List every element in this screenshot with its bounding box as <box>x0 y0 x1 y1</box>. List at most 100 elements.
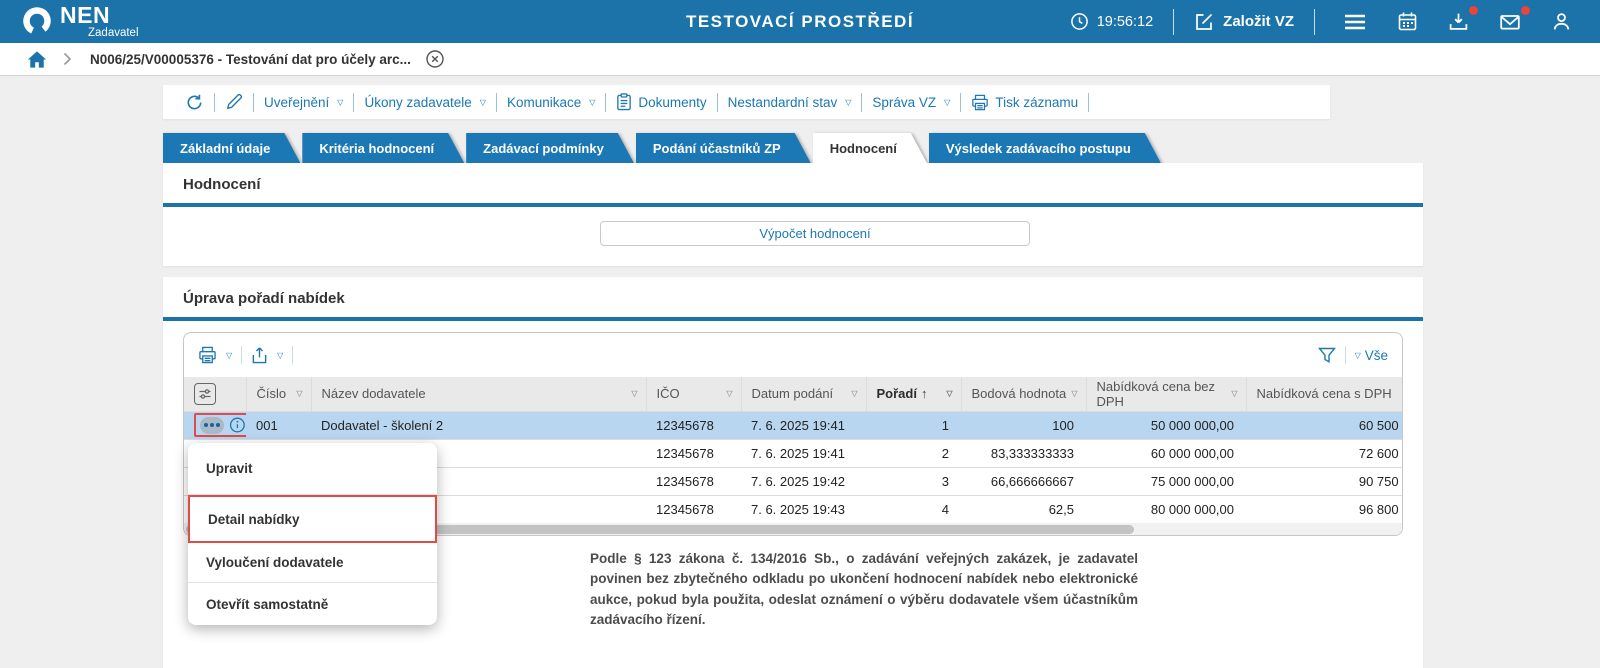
sort-asc-icon: ↑ <box>920 386 928 402</box>
caret-down-icon: ▽ <box>226 350 233 360</box>
filter-caret-icon[interactable]: ▽ <box>726 389 733 399</box>
caret-down-icon: ▽ <box>479 97 486 107</box>
section-title: Hodnocení <box>183 176 261 193</box>
header-divider <box>1173 8 1175 35</box>
section-rule <box>163 203 1423 207</box>
horizontal-scrollbar[interactable] <box>184 523 1402 535</box>
cell-ico: 12345678 <box>646 438 741 467</box>
filter-funnel-icon[interactable] <box>1317 347 1336 364</box>
tab-vysledek[interactable]: Výsledek zadávacího postupu <box>929 133 1161 163</box>
cell-datum: 7. 6. 2025 19:42 <box>741 466 866 495</box>
col-ico[interactable]: IČO ▽ <box>645 377 741 411</box>
chevron-right-icon <box>63 52 72 66</box>
filter-caret-icon[interactable]: ▽ <box>851 389 858 399</box>
toolbar-divider <box>495 92 497 112</box>
table-row[interactable]: 001 Dodavatel - školení 2 12345678 7. 6.… <box>184 410 1402 439</box>
col-cena-bez-dph[interactable]: Nabídková cena bez DPH ▽ <box>1085 377 1246 411</box>
filter-caret-icon[interactable]: ▽ <box>296 389 303 399</box>
environment-title: TESTOVACÍ PROSTŘEDÍ <box>685 11 915 31</box>
row-context-menu: Upravit Detail nabídky Vyloučení dodavat… <box>188 443 437 625</box>
nen-ring-icon <box>23 7 51 35</box>
download-tray-icon <box>1449 13 1468 30</box>
tab-podani-ucastniku[interactable]: Podání účastníků ZP <box>636 133 811 163</box>
filter-caret-icon[interactable]: ▽ <box>1231 389 1238 399</box>
caret-down-icon: ▽ <box>337 97 344 107</box>
messages-button[interactable] <box>1491 5 1530 35</box>
cell-ico: 12345678 <box>646 410 741 439</box>
menu-item-otevrit-samostatne[interactable]: Otevřít samostatně <box>206 596 329 612</box>
menu-nestandardni-stav[interactable]: Nestandardní stav ▽ <box>727 94 852 110</box>
clock-icon <box>1070 13 1088 30</box>
menu-ukony-zadavatele[interactable]: Úkony zadavatele ▽ <box>364 94 486 110</box>
create-vz-button[interactable]: Založit VZ <box>1194 12 1294 32</box>
menu-item-vylouceni-dodavatele[interactable]: Vyloučení dodavatele <box>188 543 437 583</box>
envelope-icon <box>1500 14 1520 29</box>
filter-view-all[interactable]: Vše <box>1364 347 1388 363</box>
col-cena-s-dph[interactable]: Nabídková cena s DPH <box>1245 377 1402 411</box>
col-datum-podani[interactable]: Datum podání ▽ <box>740 377 866 411</box>
home-icon[interactable] <box>27 50 47 69</box>
calendar-button[interactable] <box>1389 9 1426 34</box>
filter-caret-icon[interactable]: ▽ <box>631 389 638 399</box>
col-nazev-dodavatele[interactable]: Název dodavatele ▽ <box>310 377 646 411</box>
tab-zakladni-udaje[interactable]: Základní údaje <box>163 133 300 163</box>
nen-logo[interactable]: NEN Zadavatel <box>22 3 139 40</box>
cell-poradi: 2 <box>866 438 961 467</box>
brand-role: Zadavatel <box>88 26 139 39</box>
grid-print-button[interactable]: ▽ <box>198 346 232 364</box>
section-rule <box>163 317 1423 321</box>
refresh-button[interactable] <box>175 93 214 112</box>
breadcrumb-item[interactable]: N006/25/V00005376 - Testování dat pro úč… <box>90 51 411 67</box>
menu-komunikace[interactable]: Komunikace ▽ <box>506 94 596 110</box>
print-record-button[interactable]: Tisk záznamu <box>961 94 1088 111</box>
cell-cena-bez: 50 000 000,00 <box>1086 410 1246 439</box>
menu-dokumenty[interactable]: Dokumenty <box>606 93 716 111</box>
toolbar-divider <box>253 92 254 112</box>
menu-item-upravit[interactable]: Upravit <box>188 443 437 495</box>
clock: 19:56:12 <box>1070 12 1153 31</box>
column-chooser-icon[interactable] <box>194 382 216 405</box>
user-profile-button[interactable] <box>1543 9 1580 34</box>
caret-down-icon: ▽ <box>1354 350 1361 360</box>
main-menu-button[interactable] <box>1335 10 1375 34</box>
col-poradi[interactable]: Pořadí ↑ ▽ <box>865 377 961 411</box>
caret-down-icon: ▽ <box>944 97 951 107</box>
tab-kriteria-hodnoceni[interactable]: Kritéria hodnocení <box>302 133 464 163</box>
app-header: NEN Zadavatel TESTOVACÍ PROSTŘEDÍ 19:56:… <box>0 0 1600 43</box>
cell-datum: 7. 6. 2025 19:41 <box>741 438 866 467</box>
menu-item-detail-nabidky[interactable]: Detail nabídky <box>188 495 437 543</box>
header-divider <box>1314 8 1315 35</box>
filter-caret-icon[interactable]: ▽ <box>946 389 953 399</box>
menu-sprava-vz[interactable]: Správa VZ ▽ <box>872 94 951 110</box>
close-tab-icon[interactable] <box>425 49 445 69</box>
record-tabs: Základní údaje Kritéria hodnocení Zadáva… <box>163 133 1163 163</box>
section-title: Úprava pořadí nabídek <box>183 290 345 307</box>
cell-cena-s: 60 500 000,00 <box>1246 410 1402 439</box>
cell-cena-bez: 75 000 000,00 <box>1086 466 1246 495</box>
row-actions-cell <box>184 410 246 439</box>
inbox-button[interactable] <box>1440 6 1478 34</box>
grid-export-button[interactable]: ▽ <box>251 346 283 364</box>
edit-record-button[interactable] <box>215 93 253 111</box>
info-icon[interactable] <box>229 416 246 434</box>
col-cislo[interactable]: Číslo ▽ <box>245 377 311 411</box>
toolbar-divider <box>1088 92 1090 112</box>
cell-cena-s: 72 600 000,00 <box>1246 438 1402 467</box>
row-actions-highlight <box>194 413 246 437</box>
tab-zadavaci-podminky[interactable]: Zadávací podmínky <box>466 133 634 163</box>
filter-caret-icon[interactable]: ▽ <box>1071 389 1078 399</box>
scrollbar-thumb[interactable] <box>186 525 1134 534</box>
create-vz-label: Založit VZ <box>1223 13 1294 30</box>
legal-note: Podle § 123 zákona č. 134/2016 Sb., o za… <box>590 551 1138 627</box>
printer-icon <box>972 94 989 110</box>
tab-hodnoceni[interactable]: Hodnocení <box>813 133 927 163</box>
cell-cena-bez: 60 000 000,00 <box>1086 438 1246 467</box>
row-menu-icon[interactable] <box>200 416 225 434</box>
inbox-notification-dot <box>1469 6 1478 15</box>
calendar-icon <box>1398 12 1417 31</box>
table-row[interactable]: 12345678 7. 6. 2025 19:42 3 66,666666667… <box>184 466 1402 495</box>
pencil-icon <box>226 93 243 110</box>
col-bodova-hodnota[interactable]: Bodová hodnota ▽ <box>960 377 1086 411</box>
compute-evaluation-button[interactable]: Výpočet hodnocení <box>600 221 1030 246</box>
menu-uverejneni[interactable]: Uveřejnění ▽ <box>264 94 344 110</box>
